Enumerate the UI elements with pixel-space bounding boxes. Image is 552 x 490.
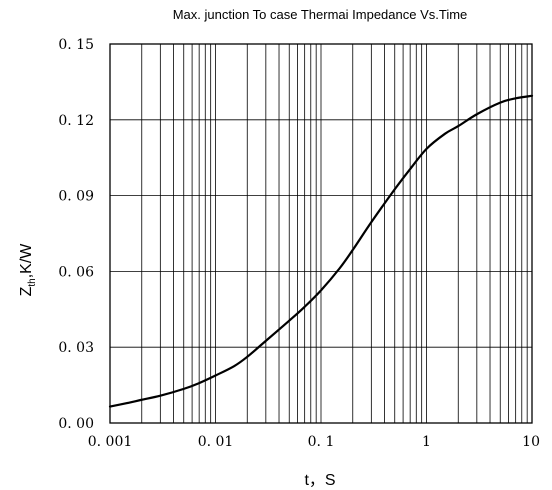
y-axis-label-main: Z <box>18 286 35 296</box>
y-tick-labels: 0. 00 0. 03 0. 06 0. 09 0. 12 0. 15 <box>58 37 94 432</box>
y-tick-label: 0. 09 <box>58 189 94 205</box>
x-tick-label: 0. 001 <box>88 434 133 450</box>
series-line-zth <box>108 94 534 408</box>
y-tick-label: 0. 03 <box>58 340 94 356</box>
y-tick-label: 0. 15 <box>58 37 94 53</box>
y-axis-label-rest: ,K/W <box>18 243 35 279</box>
y-grid-lines <box>110 119 532 348</box>
x-tick-labels: 0. 001 0. 01 0. 1 1 10 <box>88 434 540 450</box>
x-tick-label: 0. 01 <box>198 434 234 450</box>
plot-frame <box>109 43 533 424</box>
x-axis-label: t，S <box>304 472 335 489</box>
y-tick-label: 0. 06 <box>58 264 94 280</box>
y-axis-label-sub: th <box>27 278 38 286</box>
y-tick-label: 0. 00 <box>58 416 94 432</box>
y-tick-label: 0. 12 <box>58 113 94 129</box>
chart-title: Max. junction To case Thermai Impedance … <box>173 7 468 22</box>
x-tick-label: 10 <box>522 434 540 450</box>
x-tick-label: 1 <box>422 434 431 450</box>
y-axis-label: Zth,K/W <box>18 243 38 297</box>
x-tick-label: 0. 1 <box>308 434 335 450</box>
x-grid-lines <box>141 44 528 423</box>
